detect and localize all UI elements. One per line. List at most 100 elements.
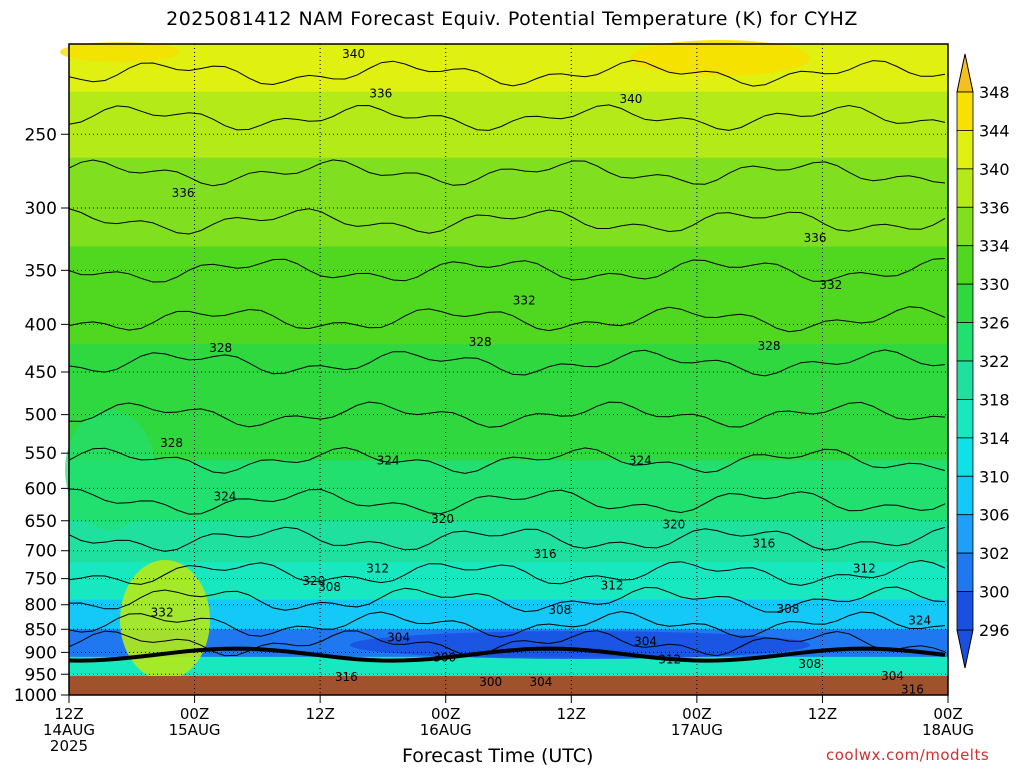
contour-line bbox=[68, 488, 946, 515]
y-tick-label: 900 bbox=[25, 643, 57, 663]
field-band bbox=[69, 344, 948, 461]
colorbar-segment bbox=[956, 245, 974, 285]
contour-line bbox=[68, 104, 946, 131]
colorbar-label: 334 bbox=[979, 237, 1010, 256]
contour-label: 324 bbox=[213, 489, 236, 503]
field-warm-top bbox=[630, 40, 810, 76]
x-tick-label: 12Z bbox=[808, 705, 837, 723]
colorbar-segment bbox=[956, 552, 974, 592]
terrain-band bbox=[69, 676, 948, 695]
colorbar-segment bbox=[956, 206, 974, 247]
contour-line bbox=[68, 586, 946, 613]
contour-line bbox=[68, 59, 946, 87]
contour-line bbox=[68, 559, 946, 586]
colorbar-label: 344 bbox=[979, 121, 1010, 140]
contour-line bbox=[68, 349, 946, 377]
contour-label: 328 bbox=[469, 335, 492, 349]
colorbar-segment bbox=[956, 475, 974, 516]
y-tick-label: 850 bbox=[25, 620, 57, 640]
contour-label: 328 bbox=[758, 339, 781, 353]
colorbar-segment bbox=[956, 399, 974, 439]
contour-label: 324 bbox=[629, 453, 652, 467]
x-tick-label: 2025 bbox=[50, 737, 88, 755]
y-tick-label: 700 bbox=[25, 542, 57, 562]
y-tick-label: 1000 bbox=[14, 686, 57, 706]
colorbar-label: 318 bbox=[979, 390, 1010, 409]
theta-e-field bbox=[60, 40, 948, 696]
contour-line bbox=[68, 258, 946, 283]
field-band bbox=[69, 460, 948, 522]
colorbar-label: 314 bbox=[979, 429, 1010, 448]
field-warm-lowlevel bbox=[120, 560, 210, 680]
contour-label: 308 bbox=[548, 603, 571, 617]
contour-label: 328 bbox=[209, 341, 232, 355]
y-tick-label: 500 bbox=[25, 406, 57, 426]
plot-frame bbox=[68, 43, 949, 696]
contour-label: 320 bbox=[431, 512, 454, 526]
y-tick-label: 300 bbox=[25, 199, 57, 219]
contour-label: 328 bbox=[160, 436, 183, 450]
contour-label: 332 bbox=[819, 278, 842, 292]
y-tick-label: 750 bbox=[25, 570, 57, 590]
contour-label: 320 bbox=[662, 517, 685, 531]
contour-label: 324 bbox=[908, 614, 931, 628]
x-axis-label: Forecast Time (UTC) bbox=[402, 745, 594, 767]
colorbar-segment bbox=[956, 322, 974, 362]
contour-label: 316 bbox=[335, 670, 358, 684]
contour-label: 320 bbox=[302, 574, 325, 588]
contour-line bbox=[68, 446, 946, 474]
y-tick-label: 400 bbox=[25, 315, 57, 335]
contour-lines bbox=[68, 59, 946, 663]
colorbar-label: 330 bbox=[979, 275, 1010, 294]
contour-label: 312 bbox=[658, 653, 681, 667]
contour-label: 316 bbox=[534, 547, 557, 561]
y-tick-label: 800 bbox=[25, 596, 57, 616]
contour-line bbox=[68, 526, 946, 552]
colorbar-segment bbox=[956, 91, 974, 131]
contour-label: 340 bbox=[342, 47, 365, 61]
x-tick-label: 12Z bbox=[54, 705, 83, 723]
x-tick-label: 12Z bbox=[557, 705, 586, 723]
y-tick-label: 250 bbox=[25, 125, 57, 145]
contour-line bbox=[68, 610, 946, 638]
field-warm-top-left bbox=[60, 42, 180, 62]
contour-label: 340 bbox=[619, 92, 642, 106]
contour-label: 332 bbox=[151, 605, 174, 619]
x-tick-label: 12Z bbox=[305, 705, 334, 723]
y-tick-label: 350 bbox=[25, 261, 57, 281]
grid bbox=[68, 44, 949, 696]
colorbar-bottom-arrow bbox=[956, 629, 974, 669]
y-tick-label: 550 bbox=[25, 444, 57, 464]
x-tick-label: 17AUG bbox=[671, 721, 723, 739]
contour-label: 308 bbox=[798, 657, 821, 671]
colorbar-label: 310 bbox=[979, 467, 1010, 486]
colorbar-label: 348 bbox=[979, 83, 1010, 102]
colorbar-segment bbox=[956, 168, 974, 208]
colorbar-segment bbox=[956, 130, 974, 170]
colorbar-label: 340 bbox=[979, 160, 1010, 179]
colorbar-segment bbox=[956, 514, 974, 554]
contour-line bbox=[68, 208, 946, 235]
contour-line bbox=[68, 159, 946, 187]
source-credit: coolwx.com/modelts bbox=[826, 746, 990, 764]
colorbar-label: 300 bbox=[979, 583, 1010, 602]
contour-label: 324 bbox=[377, 453, 400, 467]
colorbar: 348 344 340 336 334 330 326 322 318 314 310 306 302 3… bbox=[956, 53, 1010, 669]
x-tick-label: 00Z bbox=[682, 705, 711, 723]
contour-label: 316 bbox=[752, 537, 775, 551]
colorbar-segment bbox=[956, 591, 974, 631]
y-tick-label: 950 bbox=[25, 665, 57, 685]
colorbar-label: 296 bbox=[979, 621, 1010, 640]
field-left-pocket bbox=[65, 410, 155, 530]
contour-line bbox=[68, 401, 946, 428]
colorbar-label: 336 bbox=[979, 198, 1010, 217]
contour-label: 308 bbox=[776, 602, 799, 616]
y-tick-label: 650 bbox=[25, 512, 57, 532]
contour-label: 300 bbox=[433, 650, 456, 664]
x-tick-label: 00Z bbox=[933, 705, 962, 723]
contour-label: 304 bbox=[529, 675, 552, 689]
colorbar-segment bbox=[956, 360, 974, 400]
contour-label: 336 bbox=[804, 231, 827, 245]
chart-title: 2025081412 NAM Forecast Equiv. Potential… bbox=[166, 8, 858, 30]
